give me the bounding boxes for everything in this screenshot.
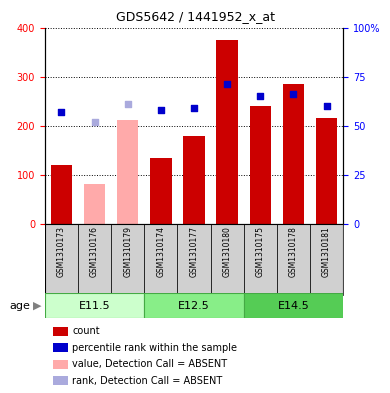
Bar [51, 165, 72, 224]
Text: GSM1310173: GSM1310173 [57, 226, 66, 277]
Text: GSM1310174: GSM1310174 [156, 226, 165, 277]
Text: E12.5: E12.5 [178, 301, 210, 310]
Bar [117, 120, 138, 224]
Text: E14.5: E14.5 [278, 301, 309, 310]
Bar [316, 118, 337, 224]
Bar [277, 224, 310, 295]
Bar [150, 158, 172, 224]
Text: GSM1310181: GSM1310181 [322, 226, 331, 277]
Point [158, 107, 164, 113]
Bar [283, 84, 304, 224]
Text: GSM1310177: GSM1310177 [190, 226, 199, 277]
Bar [84, 184, 105, 224]
Bar [45, 293, 144, 318]
Point [224, 81, 230, 88]
Bar [111, 224, 144, 295]
Bar [216, 40, 238, 224]
Text: value, Detection Call = ABSENT: value, Detection Call = ABSENT [72, 359, 227, 369]
Text: GSM1310179: GSM1310179 [123, 226, 132, 277]
Point [91, 119, 98, 125]
Text: GSM1310176: GSM1310176 [90, 226, 99, 277]
Point [58, 109, 65, 115]
Bar [144, 224, 177, 295]
Text: GSM1310180: GSM1310180 [223, 226, 232, 277]
Text: age: age [10, 301, 31, 310]
Bar [78, 224, 111, 295]
Bar [244, 224, 277, 295]
Point [124, 101, 131, 107]
Bar [144, 293, 244, 318]
Text: percentile rank within the sample: percentile rank within the sample [72, 343, 237, 353]
Text: rank, Detection Call = ABSENT: rank, Detection Call = ABSENT [72, 376, 222, 386]
Bar [183, 136, 205, 224]
Bar [45, 224, 78, 295]
Text: GSM1310178: GSM1310178 [289, 226, 298, 277]
Point [323, 103, 330, 109]
Point [290, 91, 296, 97]
Bar [244, 293, 343, 318]
Bar [177, 224, 211, 295]
Text: GDS5642 / 1441952_x_at: GDS5642 / 1441952_x_at [115, 10, 275, 23]
Point [257, 93, 263, 99]
Text: count: count [72, 326, 100, 336]
Bar [250, 106, 271, 224]
Text: GSM1310175: GSM1310175 [256, 226, 265, 277]
Bar [310, 224, 343, 295]
Bar [211, 224, 244, 295]
Text: E11.5: E11.5 [79, 301, 110, 310]
Point [191, 105, 197, 111]
Text: ▶: ▶ [33, 301, 42, 310]
